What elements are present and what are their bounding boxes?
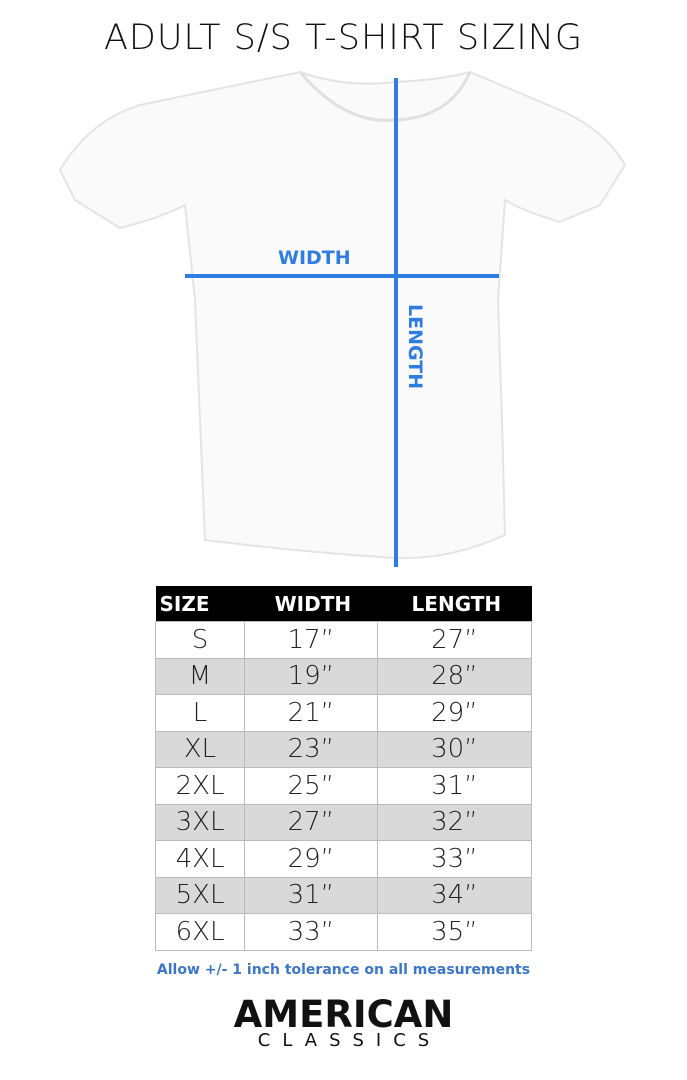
header-width: WIDTH bbox=[244, 586, 378, 622]
cell-size: 4XL bbox=[154, 840, 246, 878]
cell-width: 19” bbox=[244, 657, 378, 695]
cell-length: 35” bbox=[376, 913, 533, 951]
cell-size: XL bbox=[154, 730, 246, 768]
header-size: SIZE bbox=[155, 586, 245, 622]
cell-width: 33” bbox=[244, 913, 378, 951]
cell-length: 28” bbox=[376, 657, 533, 695]
cell-length: 33” bbox=[376, 840, 533, 878]
cell-size: 5XL bbox=[154, 876, 246, 914]
logo-american: AMERICAN bbox=[233, 993, 454, 1036]
cell-width: 21” bbox=[244, 694, 378, 732]
table-row: 5XL 31” 34” bbox=[154, 876, 533, 914]
cell-width: 17” bbox=[244, 621, 378, 659]
cell-size: M bbox=[154, 657, 246, 695]
table-row: 2XL 25” 31” bbox=[154, 767, 533, 805]
logo-classics: CLASSICS bbox=[257, 1030, 442, 1051]
tshirt-outline bbox=[58, 70, 627, 560]
tshirt-diagram bbox=[58, 70, 627, 567]
table-row: 6XL 33” 35” bbox=[154, 913, 533, 951]
cell-length: 30” bbox=[376, 730, 533, 768]
cell-size: 6XL bbox=[154, 913, 246, 951]
cell-size: 2XL bbox=[154, 767, 246, 805]
table-row: 4XL 29” 33” bbox=[154, 840, 533, 878]
table-row: 3XL 27” 32” bbox=[154, 803, 533, 841]
width-label: WIDTH bbox=[278, 247, 351, 269]
table-row: S 17” 27” bbox=[154, 621, 533, 659]
cell-width: 29” bbox=[244, 840, 378, 878]
cell-width: 23” bbox=[244, 730, 378, 768]
cell-length: 29” bbox=[376, 694, 533, 732]
cell-size: S bbox=[154, 621, 246, 659]
table-row: L 21” 29” bbox=[154, 694, 533, 732]
length-label: LENGTH bbox=[404, 304, 426, 390]
cell-size: L bbox=[154, 694, 246, 732]
cell-length: 31” bbox=[376, 767, 533, 805]
tolerance-note: Allow +/- 1 inch tolerance on all measur… bbox=[156, 962, 531, 978]
cell-width: 27” bbox=[244, 803, 378, 841]
table-row: XL 23” 30” bbox=[154, 730, 533, 768]
page-title: ADULT S/S T-SHIRT SIZING bbox=[103, 18, 584, 58]
cell-length: 34” bbox=[376, 876, 533, 914]
size-table: SIZE WIDTH LENGTH S 17” 27” M 19” 28” L 21” 29” X… bbox=[154, 586, 533, 951]
cell-length: 27” bbox=[376, 621, 533, 659]
cell-size: 3XL bbox=[154, 803, 246, 841]
cell-width: 31” bbox=[244, 876, 378, 914]
cell-width: 25” bbox=[244, 767, 378, 805]
table-row: M 19” 28” bbox=[154, 657, 533, 695]
header-length: LENGTH bbox=[377, 586, 532, 622]
cell-length: 32” bbox=[376, 803, 533, 841]
